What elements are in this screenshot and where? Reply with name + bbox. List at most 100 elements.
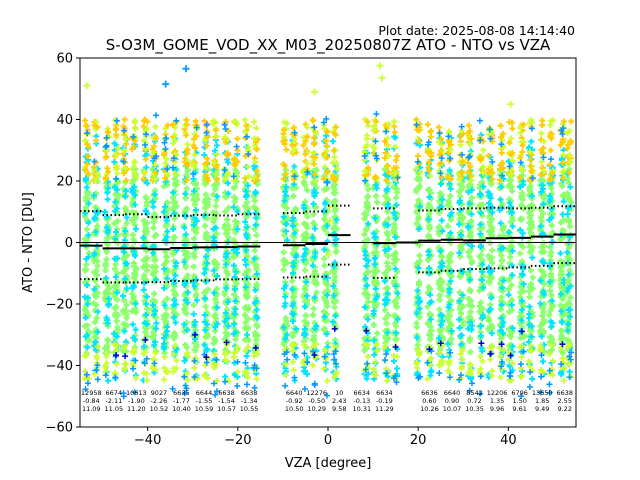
scatter-point bbox=[94, 328, 101, 335]
scatter-point bbox=[82, 386, 89, 393]
stat-annotation-text: 9.49 bbox=[535, 405, 549, 413]
stat-annotation-text: 6640 bbox=[286, 389, 303, 397]
scatter-point bbox=[85, 200, 92, 207]
stat-annotation-text: 10.59 bbox=[195, 405, 214, 413]
scatter-point bbox=[91, 164, 98, 171]
scatter-point bbox=[82, 368, 89, 375]
scatter-point bbox=[103, 314, 110, 321]
scatter-point bbox=[83, 184, 90, 191]
stat-annotation-text: 0.72 bbox=[467, 397, 481, 405]
scatter-point bbox=[102, 267, 109, 274]
stat-annotation-text: 6635 bbox=[173, 389, 190, 397]
stat-annotation-text: 9.96 bbox=[490, 405, 504, 413]
scatter-point bbox=[82, 137, 89, 144]
y-tick-label: −40 bbox=[46, 359, 73, 374]
y-axis-label: ATO - NTO [DU] bbox=[21, 192, 36, 293]
stat-annotation-text: 10.31 bbox=[353, 405, 372, 413]
scatter-point bbox=[103, 224, 110, 231]
stat-annotation-text: 10.50 bbox=[285, 405, 304, 413]
stat-annotation-text: -2.26 bbox=[150, 397, 167, 405]
stat-annotation-text: 10.57 bbox=[217, 405, 236, 413]
scatter-point bbox=[105, 168, 112, 175]
stat-annotation-text: 0.60 bbox=[422, 397, 436, 405]
stat-annotation-text: -2.11 bbox=[105, 397, 122, 405]
stat-annotation-text: 6634 bbox=[354, 389, 371, 397]
chart-title: S-O3M_GOME_VOD_XX_M03_20250807Z ATO - NT… bbox=[106, 36, 551, 55]
x-tick-label: 20 bbox=[410, 433, 427, 448]
scatter-point bbox=[85, 375, 92, 382]
scatter-point bbox=[92, 291, 99, 298]
scatter-point bbox=[85, 219, 92, 226]
scatter-point bbox=[91, 122, 98, 129]
stat-annotation-text: 11.09 bbox=[82, 405, 101, 413]
scatter-point bbox=[91, 214, 98, 221]
scatter-point bbox=[93, 367, 100, 374]
x-tick-label: −40 bbox=[134, 433, 161, 448]
scatter-point bbox=[92, 177, 99, 184]
scatter-point bbox=[84, 301, 91, 308]
scatter-point bbox=[85, 253, 92, 260]
stat-annotation-text: 2.43 bbox=[332, 397, 346, 405]
scatter-point bbox=[93, 119, 100, 126]
stat-annotation-text: 6674 bbox=[106, 389, 123, 397]
scatter-point bbox=[85, 152, 92, 159]
stat-annotation-text: 10.35 bbox=[465, 405, 484, 413]
scatter-point bbox=[93, 353, 100, 360]
y-tick-label: 60 bbox=[56, 52, 73, 67]
scatter-point bbox=[85, 232, 92, 239]
scatter-point bbox=[102, 174, 109, 181]
scatter-point bbox=[83, 371, 90, 378]
scatter-point bbox=[104, 235, 111, 242]
stat-annotation-text: -1.55 bbox=[196, 397, 213, 405]
scatter-point bbox=[83, 261, 90, 268]
stat-annotation-text: 6796 bbox=[511, 389, 528, 397]
stat-annotation-text: 1.85 bbox=[535, 397, 549, 405]
scatter-point bbox=[103, 343, 110, 350]
scatter-point bbox=[94, 376, 101, 383]
scatter-point bbox=[91, 250, 98, 257]
scatter-point bbox=[102, 260, 109, 267]
scatter-point bbox=[103, 153, 110, 160]
stat-annotation-text: -0.92 bbox=[286, 397, 303, 405]
scatter-point bbox=[90, 192, 97, 199]
scatter-point bbox=[84, 282, 91, 289]
stat-annotation-text: 6638 bbox=[556, 389, 573, 397]
scatter-point bbox=[104, 189, 111, 196]
scatter-point bbox=[103, 275, 110, 282]
y-tick-label: −20 bbox=[46, 298, 73, 313]
scatter-point bbox=[82, 117, 89, 124]
stat-annotation-text: 10.52 bbox=[150, 405, 169, 413]
scatter-point bbox=[81, 294, 88, 301]
scatter-point bbox=[92, 277, 99, 284]
y-tick-label: 40 bbox=[56, 113, 73, 128]
scatter-points bbox=[81, 62, 575, 400]
scatter-point bbox=[84, 141, 91, 148]
x-tick-label: 0 bbox=[324, 433, 332, 448]
stat-annotation-text: 10 bbox=[335, 389, 343, 397]
scatter-point bbox=[82, 314, 89, 321]
scatter-point bbox=[104, 337, 111, 344]
stat-annotation-text: 9.61 bbox=[512, 405, 526, 413]
stat-annotation-text: 8542 bbox=[466, 389, 483, 397]
x-tick-label: 40 bbox=[500, 433, 517, 448]
scatter-point bbox=[94, 124, 101, 131]
stat-annotation-text: 10.55 bbox=[240, 405, 259, 413]
stat-annotation-text: 0.90 bbox=[445, 397, 459, 405]
stat-annotation-text: 10.29 bbox=[307, 405, 326, 413]
scatter-point bbox=[105, 377, 112, 384]
scatter-point bbox=[84, 337, 91, 344]
scatter-point bbox=[94, 308, 101, 315]
stat-annotation-text: 1.35 bbox=[490, 397, 504, 405]
stat-annotation-text: 6640 bbox=[444, 389, 461, 397]
stat-annotation-text: 9.58 bbox=[332, 405, 346, 413]
plot-date: Plot date: 2025-08-08 14:14:40 bbox=[378, 23, 575, 38]
stat-annotation-text: -1.54 bbox=[218, 397, 235, 405]
scatter-point bbox=[94, 362, 101, 369]
stat-annotation-text: 6638 bbox=[241, 389, 258, 397]
y-tick-label: 20 bbox=[56, 175, 73, 190]
x-tick-label: −20 bbox=[224, 433, 251, 448]
scatter-point bbox=[93, 137, 100, 144]
stat-annotation-text: 12958 bbox=[81, 389, 102, 397]
scatter-point bbox=[104, 128, 111, 135]
x-axis-label: VZA [degree] bbox=[285, 456, 372, 471]
